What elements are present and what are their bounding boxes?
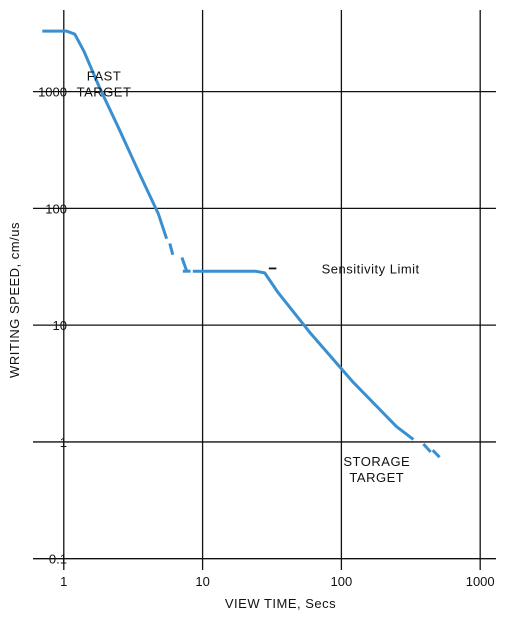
y-tick-label: 1000 <box>38 85 67 100</box>
annotation-line: FAST <box>87 68 122 83</box>
y-tick-label: 10 <box>53 318 67 333</box>
annotation-label: STORAGE TARGET <box>343 454 410 485</box>
annotation-label: FAST TARGET <box>77 68 132 99</box>
tick-labels: 1 10 100 1000 0.1 1 10 100 1000 <box>38 85 495 589</box>
annotation-line: TARGET <box>349 470 404 485</box>
x-tick-label: 100 <box>331 574 353 589</box>
series-line-segment <box>422 442 432 454</box>
series-line-segment <box>42 29 169 240</box>
y-tick-label: 100 <box>45 201 67 216</box>
series-line-segment <box>431 449 441 459</box>
annotation-line: Sensitivity Limit <box>322 261 420 276</box>
x-tick-label: 1000 <box>466 574 495 589</box>
y-axis-title: WRITING SPEED, cm/us <box>7 222 22 378</box>
plot-lines <box>42 29 441 459</box>
y-tick-label: 0.1 <box>49 552 67 567</box>
gridlines <box>33 10 496 570</box>
annotation-label: Sensitivity Limit <box>322 261 420 276</box>
y-tick-label: 1 <box>60 435 67 450</box>
annotation-line: STORAGE <box>343 454 410 469</box>
x-axis-title: VIEW TIME, Secs <box>225 596 336 611</box>
series-line-segment <box>192 269 415 441</box>
series-line-segment <box>168 243 175 256</box>
series-fast-target <box>42 29 189 272</box>
series-line-segment <box>180 256 189 272</box>
series-storage-target <box>192 269 441 459</box>
x-tick-label: 10 <box>195 574 209 589</box>
x-tick-label: 1 <box>60 574 67 589</box>
annotation-line: TARGET <box>77 84 132 99</box>
